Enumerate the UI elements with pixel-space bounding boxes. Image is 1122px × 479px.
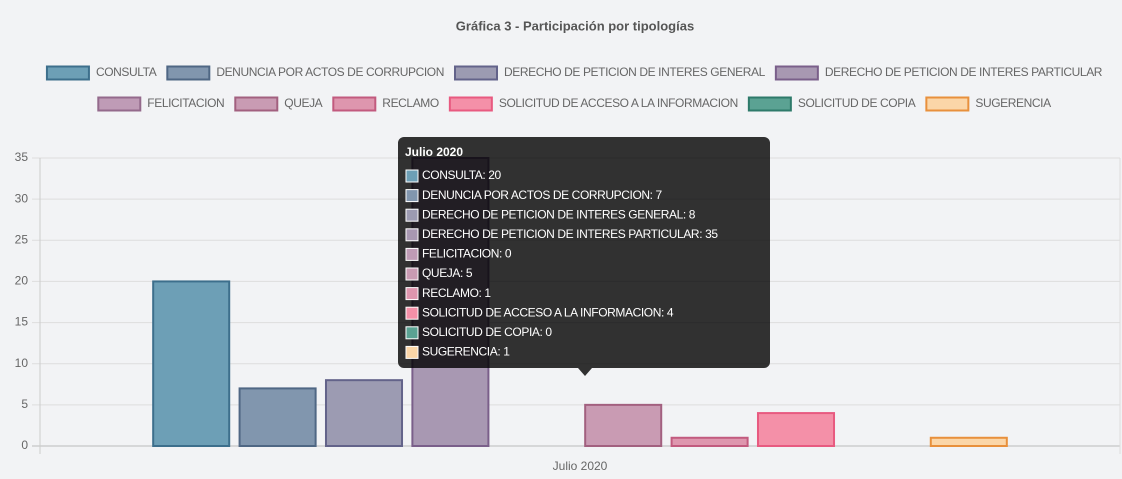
tooltip-line: FELICITACION: 0 <box>422 247 512 261</box>
legend-item: CONSULTA <box>45 65 157 81</box>
legend-item: SOLICITUD DE COPIA <box>747 96 916 112</box>
legend-swatch <box>45 65 90 81</box>
tooltip-swatch <box>405 228 419 242</box>
legend-swatch <box>332 96 377 112</box>
legend-item: RECLAMO <box>332 96 439 112</box>
y-tick-label: 20 <box>15 274 29 288</box>
legend-item: SUGERENCIA <box>925 96 1051 112</box>
bar <box>670 436 749 447</box>
tooltip-swatch <box>405 169 419 183</box>
legend-swatch <box>774 65 819 81</box>
legend-label: SOLICITUD DE COPIA <box>798 96 916 110</box>
tooltip-line: SOLICITUD DE COPIA: 0 <box>422 325 552 339</box>
bar <box>238 387 317 447</box>
y-tick-label: 25 <box>15 232 29 246</box>
y-tick-label: 10 <box>15 356 29 370</box>
legend-item: DERECHO DE PETICION DE INTERES GENERAL <box>454 65 766 81</box>
legend-swatch <box>234 96 279 112</box>
tooltip-swatch <box>405 345 419 359</box>
bar <box>324 379 404 447</box>
bar <box>152 280 231 447</box>
tooltip-swatch <box>405 306 419 320</box>
legend-swatch <box>925 96 970 112</box>
tooltip-line: CONSULTA: 20 <box>422 168 502 182</box>
y-tick-label: 0 <box>21 438 28 452</box>
tooltip-swatch <box>405 247 419 261</box>
legend-label: SOLICITUD DE ACCESO A LA INFORMACION <box>499 96 738 110</box>
legend-label: DERECHO DE PETICION DE INTERES GENERAL <box>504 65 766 79</box>
tooltip-swatch <box>405 287 419 301</box>
tooltip-swatch <box>405 326 419 340</box>
tooltip-swatch <box>405 189 419 203</box>
tooltip: Julio 2020 CONSULTA: 20 DENUNCIA POR ACTOS… <box>398 137 770 376</box>
x-tick-label: Julio 2020 <box>553 459 608 473</box>
legend-swatch <box>97 96 142 112</box>
chart-title: Gráfica 3 - Participación por tipologías <box>456 18 694 33</box>
legend-swatch <box>166 65 211 81</box>
y-tick-label: 30 <box>15 191 29 205</box>
legend-item: DENUNCIA POR ACTOS DE CORRUPCION <box>166 65 444 81</box>
legend-swatch <box>747 96 792 112</box>
y-tick-label: 15 <box>15 315 29 329</box>
tooltip-box <box>398 137 770 376</box>
bar <box>584 403 663 448</box>
legend-item: SOLICITUD DE ACCESO A LA INFORMACION <box>448 96 738 112</box>
legend-item: DERECHO DE PETICION DE INTERES PARTICULA… <box>774 65 1103 81</box>
tooltip-line: SUGERENCIA: 1 <box>422 345 510 359</box>
legend-label: DERECHO DE PETICION DE INTERES PARTICULA… <box>825 65 1103 79</box>
tooltip-line: RECLAMO: 1 <box>422 286 491 300</box>
bar <box>756 412 836 448</box>
legend-item: FELICITACION <box>97 96 225 112</box>
y-tick-label: 35 <box>15 150 29 164</box>
legend-label: RECLAMO <box>382 96 439 110</box>
tooltip-line: DENUNCIA POR ACTOS DE CORRUPCION: 7 <box>422 188 663 202</box>
legend-label: QUEJA <box>284 96 322 110</box>
tooltip-line: SOLICITUD DE ACCESO A LA INFORMACION: 4 <box>422 305 674 319</box>
tooltip-swatch <box>405 208 419 222</box>
tooltip-line: DERECHO DE PETICION DE INTERES PARTICULA… <box>422 227 718 241</box>
bar <box>929 436 1008 447</box>
legend-label: FELICITACION <box>147 96 224 110</box>
legend-swatch <box>454 65 498 81</box>
legend-item: QUEJA <box>234 96 323 112</box>
legend-swatch <box>448 96 493 112</box>
legend-label: SUGERENCIA <box>975 96 1051 110</box>
tooltip-title: Julio 2020 <box>405 145 463 159</box>
legend-label: CONSULTA <box>96 65 157 79</box>
y-tick-label: 5 <box>21 397 28 411</box>
tooltip-swatch <box>405 267 419 281</box>
tooltip-line: DERECHO DE PETICION DE INTERES GENERAL: … <box>422 207 696 221</box>
legend-label: DENUNCIA POR ACTOS DE CORRUPCION <box>216 65 444 79</box>
tooltip-line: QUEJA: 5 <box>422 266 473 280</box>
